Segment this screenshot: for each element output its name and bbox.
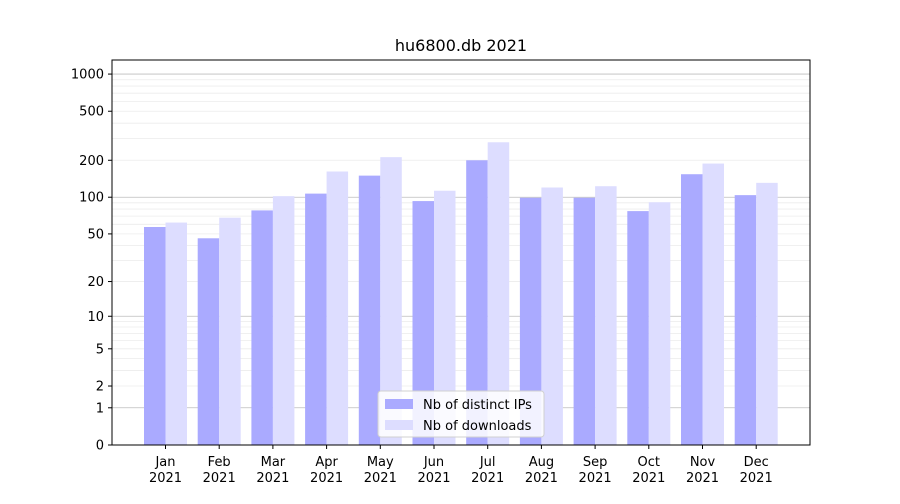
bar — [734, 195, 757, 445]
y-tick-label: 1000 — [71, 68, 104, 83]
x-tick-label-month: Feb — [208, 455, 231, 470]
x-tick-label-year: 2021 — [579, 471, 612, 486]
y-tick-label: 5 — [96, 342, 104, 357]
x-tick-label-year: 2021 — [740, 471, 773, 486]
legend-swatch — [385, 399, 413, 409]
bar — [272, 196, 295, 445]
x-tick-label-year: 2021 — [632, 471, 665, 486]
plot-frame — [111, 59, 811, 446]
y-tick-label: 1 — [96, 401, 104, 416]
legend-box — [377, 390, 545, 438]
bar — [756, 182, 778, 445]
legend: Nb of distinct IPs Nb of downloads — [377, 390, 545, 438]
bar — [573, 197, 596, 445]
x-tick-label-year: 2021 — [203, 471, 236, 486]
bar — [648, 202, 671, 445]
bar — [326, 171, 349, 445]
x-tick-label-year: 2021 — [417, 471, 450, 486]
x-tick-label-year: 2021 — [471, 471, 504, 486]
x-tick-label-year: 2021 — [364, 471, 397, 486]
y-axis: 0 1 2 5 10 20 50 100 200 500 1000 — [71, 68, 112, 454]
x-tick-label-year: 2021 — [256, 471, 289, 486]
y-tick-label: 200 — [79, 154, 104, 169]
x-tick-label-year: 2021 — [310, 471, 343, 486]
y-tick-label: 50 — [87, 227, 104, 242]
bars — [144, 142, 778, 446]
bar — [358, 175, 381, 446]
x-tick-label-month: May — [367, 455, 394, 470]
x-tick-label-month: Jan — [154, 455, 175, 470]
legend-label: Nb of downloads — [423, 419, 532, 434]
x-tick-label-month: Mar — [261, 455, 286, 470]
y-tick-label: 100 — [79, 191, 104, 206]
bar — [466, 160, 488, 445]
y-tick-label: 20 — [87, 275, 104, 290]
x-tick-label-year: 2021 — [149, 471, 182, 486]
bar — [251, 210, 273, 445]
bar — [144, 226, 166, 445]
x-tick-label-year: 2021 — [525, 471, 558, 486]
legend-swatch — [385, 420, 413, 430]
bar — [519, 197, 542, 445]
bar — [434, 190, 456, 445]
bar — [412, 201, 434, 445]
bar — [305, 193, 327, 445]
bar — [487, 142, 510, 445]
x-tick-label-month: Jun — [423, 455, 444, 470]
x-tick-label-month: Nov — [690, 455, 716, 470]
bar — [380, 157, 402, 446]
x-tick-label-month: Aug — [529, 455, 554, 470]
y-tick-label: 10 — [87, 310, 104, 325]
x-tick-label-month: Oct — [638, 455, 660, 470]
bar — [595, 186, 617, 445]
x-axis: Jan2021Feb2021Mar2021Apr2021May2021Jun20… — [149, 445, 773, 486]
chart-title: hu6800.db 2021 — [395, 36, 527, 55]
bar — [681, 174, 703, 445]
bar — [627, 211, 649, 445]
bar — [702, 163, 724, 445]
bar — [197, 238, 220, 445]
x-tick-label-month: Jul — [479, 455, 496, 470]
y-tick-label: 500 — [79, 105, 104, 120]
bar — [541, 187, 563, 446]
y-tick-label: 2 — [96, 380, 104, 395]
bar — [165, 222, 187, 445]
x-tick-label-month: Apr — [315, 455, 338, 470]
x-tick-label-year: 2021 — [686, 471, 719, 486]
x-tick-label-month: Sep — [583, 455, 608, 470]
x-tick-label-month: Dec — [744, 455, 769, 470]
bar — [219, 217, 241, 445]
y-tick-label: 0 — [96, 439, 104, 454]
legend-label: Nb of distinct IPs — [423, 398, 532, 413]
